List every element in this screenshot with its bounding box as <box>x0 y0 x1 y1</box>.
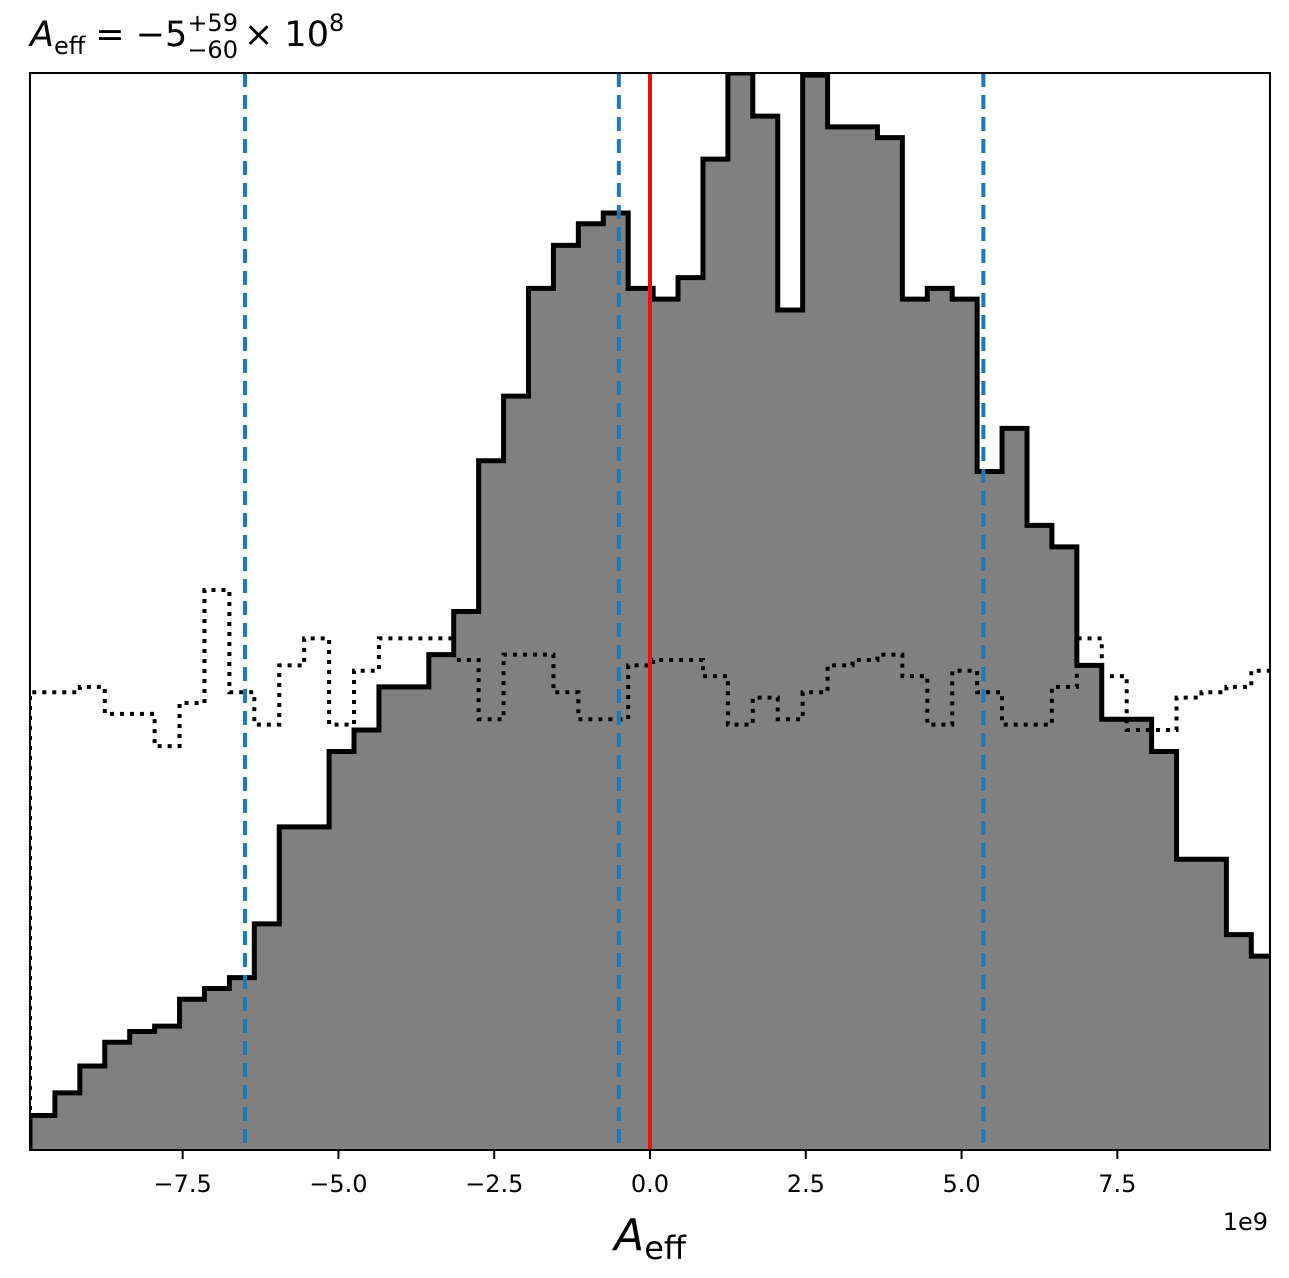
title-upper-error: +59 <box>187 9 238 37</box>
title-value: = −5 <box>95 15 187 55</box>
histogram-bin <box>54 1092 81 1150</box>
histogram-bin <box>852 126 879 1150</box>
histogram-bin <box>752 116 779 1150</box>
histogram-bin <box>403 686 430 1150</box>
histogram-bin <box>154 1026 181 1150</box>
histogram-bin <box>129 1031 156 1150</box>
x-tick-label: −5.0 <box>309 1170 367 1198</box>
histogram-bin <box>1051 546 1078 1150</box>
histogram-bin <box>503 396 530 1150</box>
histogram-bin <box>553 245 579 1150</box>
histogram-bin <box>30 1115 56 1150</box>
histogram-bin <box>1076 665 1103 1150</box>
histogram-bin <box>1276 967 1289 1150</box>
histogram-bin <box>528 288 555 1150</box>
x-offset-text: 1e9 <box>1223 1208 1268 1236</box>
x-axis-label: Aeff <box>611 1210 687 1267</box>
histogram-bin <box>877 137 903 1150</box>
histogram-bin <box>229 977 255 1150</box>
x-tick-label: −2.5 <box>465 1170 523 1198</box>
histogram-bin <box>802 75 829 1150</box>
histogram-bin <box>702 159 729 1150</box>
histogram-bin <box>1101 719 1128 1150</box>
histogram-bin <box>204 988 230 1150</box>
histogram-bin <box>603 213 629 1150</box>
histogram-bin <box>428 654 455 1150</box>
histogram-bin <box>279 826 305 1150</box>
x-tick-label: 7.5 <box>1098 1170 1136 1198</box>
title-exponent: 8 <box>329 9 344 37</box>
histogram-bin <box>1201 859 1227 1150</box>
x-label-subscript: eff <box>644 1229 687 1267</box>
x-tick-label: −7.5 <box>154 1170 212 1198</box>
histogram-bin <box>254 923 280 1150</box>
x-tick-label: 0.0 <box>631 1170 669 1198</box>
x-label-symbol: A <box>611 1210 644 1261</box>
histogram-bin <box>1151 751 1178 1150</box>
histogram-bin <box>827 126 854 1150</box>
histogram-bin <box>1002 428 1028 1150</box>
histogram-bin <box>329 751 355 1150</box>
title-symbol-subscript: eff <box>54 32 86 60</box>
histogram-bin <box>1251 956 1270 1150</box>
histogram-bin <box>1126 719 1153 1150</box>
title-symbol: A <box>28 15 54 55</box>
histogram-bin <box>977 471 1003 1150</box>
histogram-bin <box>1226 934 1252 1150</box>
x-axis-ticks: −7.5 −5.0 −2.5 0.0 2.5 5.0 7.5 <box>154 1150 1136 1198</box>
histogram-bin <box>79 1065 106 1150</box>
prior-dotted-outline <box>30 587 1270 1150</box>
histogram-bin <box>727 73 754 1150</box>
histogram-bin <box>952 299 978 1150</box>
plot-area <box>30 73 1289 1150</box>
title-lower-error: −60 <box>187 36 238 64</box>
histogram-bin <box>777 309 804 1150</box>
histogram-bin <box>678 277 704 1150</box>
x-tick-label: 2.5 <box>787 1170 825 1198</box>
histogram-bin <box>927 288 953 1150</box>
histogram-bin <box>578 223 604 1150</box>
x-tick-label: 5.0 <box>942 1170 980 1198</box>
histogram-bin <box>378 686 405 1150</box>
histogram-bin <box>179 999 206 1150</box>
histogram-bin <box>653 299 679 1150</box>
histogram-bin <box>1026 525 1053 1150</box>
chart-title: Aeff = −5+59 −60 × 108 <box>28 9 344 64</box>
histogram-bin <box>478 460 505 1150</box>
histogram-bin <box>902 299 928 1150</box>
histogram-bin <box>453 611 480 1150</box>
histogram-bin <box>354 729 380 1150</box>
histogram-bin <box>104 1042 131 1150</box>
histogram-outline <box>30 73 1270 1150</box>
histogram-bin <box>304 826 330 1150</box>
title-multiplier: × 10 <box>244 15 329 55</box>
histogram-bin <box>1176 859 1203 1150</box>
